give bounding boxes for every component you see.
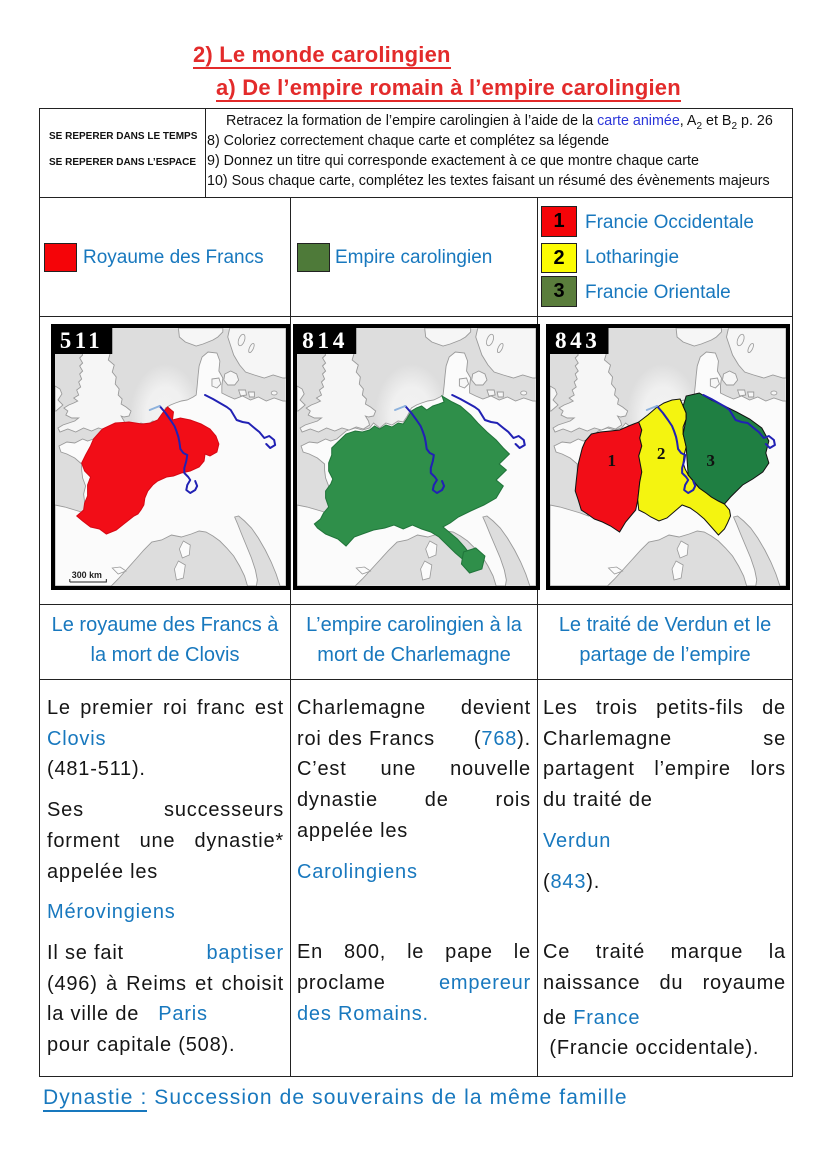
svg-text:300 km: 300 km: [72, 570, 102, 580]
svg-text:2: 2: [657, 444, 666, 463]
svg-text:3: 3: [706, 451, 715, 470]
svg-text:511: 511: [60, 328, 103, 353]
svg-text:1: 1: [607, 451, 616, 470]
svg-text:843: 843: [555, 328, 600, 353]
svg-text:814: 814: [302, 328, 348, 354]
